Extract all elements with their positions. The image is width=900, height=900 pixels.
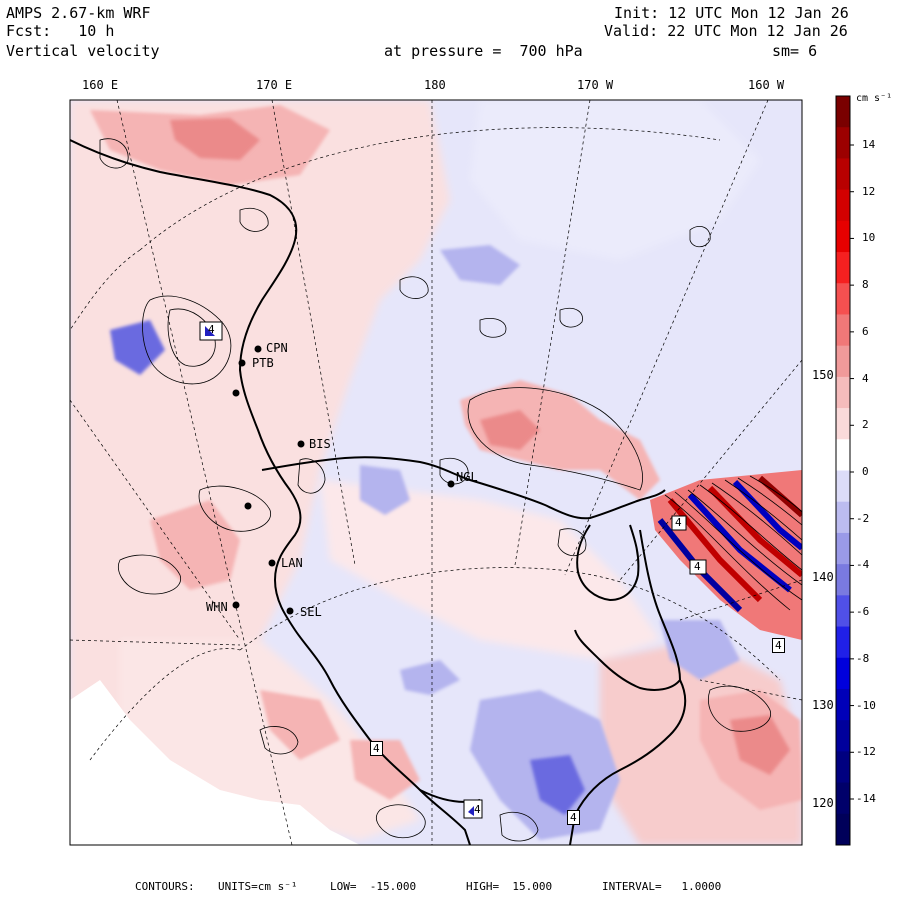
lon-label-160w: 160 W <box>748 78 785 92</box>
footer-contours: CONTOURS: <box>135 880 195 893</box>
contour-marker-7: 4 <box>694 560 701 573</box>
colorbar-tick-label: -8 <box>856 651 870 665</box>
lat-label-140w: 140 W <box>812 570 849 584</box>
intense-banding-region <box>650 470 802 640</box>
footer-interval: INTERVAL= 1.0000 <box>602 880 722 893</box>
field-name: Vertical velocity <box>6 42 160 60</box>
contour-marker-6: 4 <box>675 516 682 529</box>
footer-high: HIGH= 15.000 <box>466 880 553 893</box>
smoothing: sm= 6 <box>772 42 818 60</box>
lon-label-170e: 170 E <box>256 78 293 92</box>
contour-marker-2: 4 <box>474 803 481 816</box>
station-label-ptb: PTB <box>252 356 274 370</box>
valid-time: Valid: 22 UTC Mon 12 Jan 26 <box>604 22 848 40</box>
colorbar-tick-label: 2 <box>862 418 869 432</box>
contour-marker-3: 4 <box>567 810 580 825</box>
colorbar-tick-label: 14 <box>862 138 876 151</box>
strong-downward-cores <box>110 320 585 815</box>
footer-units: UNITS=cm s⁻¹ <box>218 880 298 893</box>
light-pink-regions <box>70 100 802 845</box>
station-label-bis: BIS <box>309 437 331 451</box>
station-label-cpn: CPN <box>266 341 288 355</box>
strong-upward-cores <box>170 118 790 775</box>
contour-marker-4: 4 <box>772 638 785 653</box>
lat-label-130w: 130 W <box>812 698 849 712</box>
forecast-hour: Fcst: 10 h <box>6 22 115 40</box>
colorbar-tick-label: -4 <box>856 558 870 572</box>
graticule <box>70 100 802 845</box>
colorbar-units: cm s⁻¹ <box>856 93 893 104</box>
colorbar-tick-label: 0 <box>862 465 869 478</box>
colorbar-tick-label: 6 <box>862 324 869 338</box>
init-time: Init: 12 UTC Mon 12 Jan 26 <box>614 4 849 22</box>
contour-lines <box>99 138 771 842</box>
colorbar-tick-label: 8 <box>862 278 869 292</box>
colorbar-tick-label: -14 <box>856 792 876 805</box>
colorbar-tick-label: 4 <box>862 371 869 385</box>
map-frame <box>69 99 803 846</box>
pressure-level: at pressure = 700 hPa <box>384 42 583 60</box>
lon-label-160e: 160 E <box>82 78 119 92</box>
lat-label-150w: 150 W <box>812 368 849 382</box>
lat-label-120w: 120 W <box>812 796 849 810</box>
colorbar-tick-label: 12 <box>862 184 876 198</box>
colorbar-tick-label: -10 <box>856 698 876 712</box>
station-label-lan: LAN <box>281 556 303 570</box>
boxed-markers <box>199 321 707 819</box>
contour-marker-5: 4 <box>208 323 215 336</box>
model-title: AMPS 2.67-km WRF <box>6 4 151 22</box>
coastline <box>70 139 687 845</box>
colorbar-tick-label: -6 <box>856 605 870 619</box>
station-label-whn: WHN <box>206 600 228 614</box>
station-label-ngl: NGL <box>456 470 478 484</box>
colorbar-tick-label: -12 <box>856 745 876 759</box>
outside-domain-area <box>70 680 360 845</box>
lon-label-180: 180 <box>424 78 446 92</box>
contour-marker-1: 4 <box>370 741 383 756</box>
station-dots <box>232 345 455 615</box>
lon-label-170w: 170 W <box>577 78 614 92</box>
station-label-sel: SEL <box>300 605 322 619</box>
footer-low: LOW= -15.000 <box>330 880 417 893</box>
colorbar-tick-label: -2 <box>856 511 870 525</box>
colorbar-tick-label: 10 <box>862 231 876 245</box>
